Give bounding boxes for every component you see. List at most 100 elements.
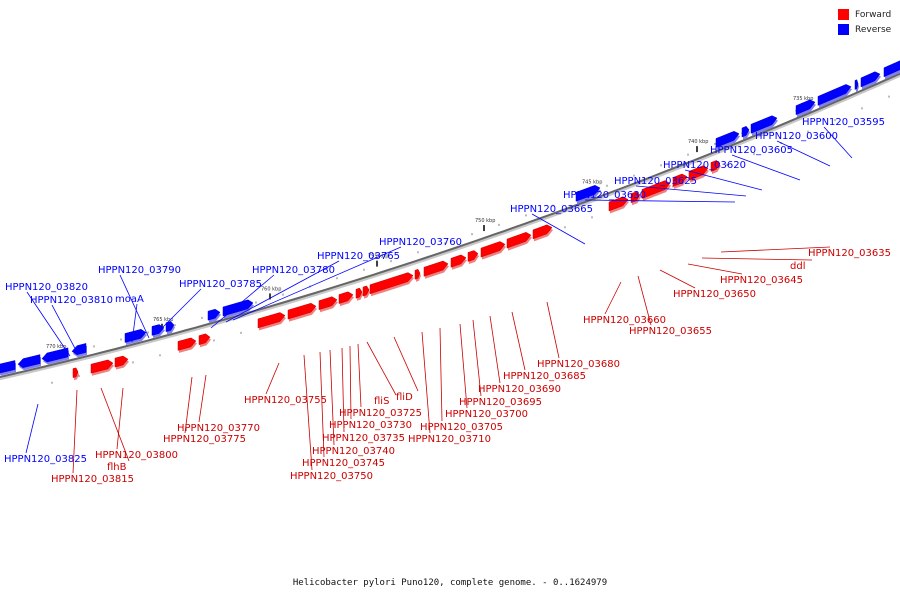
reverse-gene-arrow xyxy=(883,60,900,78)
leader-line xyxy=(823,126,853,159)
reverse-swatch xyxy=(838,24,849,35)
leader-line xyxy=(584,199,736,203)
leader-line xyxy=(687,263,743,275)
reverse-gene-arrow xyxy=(741,125,750,138)
leader-line xyxy=(701,257,813,261)
forward-gene-arrow xyxy=(467,250,479,262)
forward-gene-arrow xyxy=(423,260,449,277)
leader-line xyxy=(511,311,526,371)
scale-tick-label: 770 kbp xyxy=(46,344,66,350)
reverse-gene-arrow xyxy=(165,321,175,333)
leader-line xyxy=(604,281,622,315)
reverse-gene-arrow xyxy=(0,360,16,374)
gene-label: HPPN120_03740 xyxy=(312,446,395,457)
reverse-gene-arrow xyxy=(817,84,852,106)
leader-line xyxy=(637,275,652,326)
forward-gene-arrow xyxy=(90,359,114,374)
forward-gene-arrow xyxy=(672,173,688,187)
gene-label: HPPN120_03770 xyxy=(177,423,260,434)
leader-line xyxy=(100,387,130,462)
leader-line xyxy=(531,213,586,245)
reverse-gene-arrow xyxy=(854,79,859,90)
scale-tick-label: 745 kbp xyxy=(582,180,602,186)
forward-gene-arrow xyxy=(318,296,338,311)
forward-gene-arrow xyxy=(369,272,414,295)
leader-line xyxy=(341,347,345,433)
leader-line xyxy=(720,246,831,253)
gene-label: fliD xyxy=(396,392,413,403)
gene-label: HPPN120_03755 xyxy=(244,395,327,406)
forward-gene-arrow xyxy=(480,241,506,258)
gene-label: HPPN120_03660 xyxy=(583,315,666,326)
reverse-gene-arrow xyxy=(795,99,816,116)
leader-line xyxy=(155,288,202,335)
forward-gene-arrow xyxy=(710,160,721,172)
forward-gene-arrow xyxy=(450,254,467,268)
gene-label: HPPN120_03810 xyxy=(30,295,113,306)
reverse-gene-arrow xyxy=(41,347,69,363)
leader-line xyxy=(51,304,79,355)
leader-line xyxy=(210,274,275,329)
leader-line xyxy=(225,260,340,323)
genome-backbone-shadow xyxy=(0,72,900,381)
gene-label: ddl xyxy=(790,261,805,272)
gene-label: HPPN120_03700 xyxy=(445,409,528,420)
gene-label: HPPN120_03800 xyxy=(95,450,178,461)
gene-label: HPPN120_03630 xyxy=(563,190,646,201)
leader-line xyxy=(119,274,150,339)
forward-gene-arrow xyxy=(414,268,421,280)
forward-gene-arrow xyxy=(688,165,709,181)
forward-swatch xyxy=(838,9,849,20)
gene-label: HPPN120_03750 xyxy=(290,471,373,482)
leader-line xyxy=(635,185,747,197)
gene-label: HPPN120_03735 xyxy=(322,433,405,444)
leader-line xyxy=(329,349,335,446)
leader-line xyxy=(357,343,362,408)
leader-line xyxy=(731,154,801,181)
reverse-gene-arrow xyxy=(750,115,778,134)
gene-label: HPPN120_03780 xyxy=(252,265,335,276)
gene-label: HPPN120_03825 xyxy=(4,454,87,465)
gene-label: HPPN120_03645 xyxy=(720,275,803,286)
leader-line xyxy=(72,389,78,474)
gene-label: HPPN120_03680 xyxy=(537,359,620,370)
legend-forward: Forward xyxy=(838,9,891,24)
gene-label: HPPN120_03685 xyxy=(503,371,586,382)
gene-label: HPPN120_03605 xyxy=(710,145,793,156)
scale-tick-label: 735 kbp xyxy=(793,96,813,102)
reverse-gene-arrow xyxy=(17,354,41,368)
leader-line xyxy=(776,140,831,167)
gene-label: HPPN120_03595 xyxy=(802,117,885,128)
leader-line xyxy=(25,403,39,454)
scale-tick-label: 740 kbp xyxy=(688,139,708,145)
gene-label: HPPN120_03710 xyxy=(408,434,491,445)
scale-tick-label: 760 kbp xyxy=(261,286,281,292)
forward-gene-arrow xyxy=(362,285,370,297)
forward-gene-arrow xyxy=(630,191,641,204)
leader-line xyxy=(489,315,501,384)
gene-label: HPPN120_03765 xyxy=(317,251,400,262)
legend: Forward Reverse xyxy=(838,9,891,39)
leader-line xyxy=(26,291,71,357)
leader-line xyxy=(659,269,696,289)
gene-label: HPPN120_03775 xyxy=(163,434,246,445)
leader-line xyxy=(303,354,313,471)
gene-label: HPPN120_03760 xyxy=(379,237,462,248)
reverse-gene-arrow xyxy=(860,71,881,88)
genome-caption: Helicobacter pylori Puno120, complete ge… xyxy=(292,578,608,588)
gene-label: HPPN120_03695 xyxy=(459,397,542,408)
gene-label: HPPN120_03650 xyxy=(673,289,756,300)
leader-line xyxy=(349,345,352,420)
gene-label: HPPN120_03625 xyxy=(614,176,697,187)
legend-reverse-label: Reverse xyxy=(855,25,892,35)
gene-label: HPPN120_03745 xyxy=(302,458,385,469)
forward-gene-arrow xyxy=(114,355,129,368)
gene-label: HPPN120_03725 xyxy=(339,408,422,419)
leader-line xyxy=(366,341,397,396)
gene-label: HPPN120_03730 xyxy=(329,420,412,431)
reverse-gene-arrow xyxy=(124,329,147,343)
reverse-gene-arrow xyxy=(71,343,87,355)
gene-label: HPPN120_03690 xyxy=(478,384,561,395)
